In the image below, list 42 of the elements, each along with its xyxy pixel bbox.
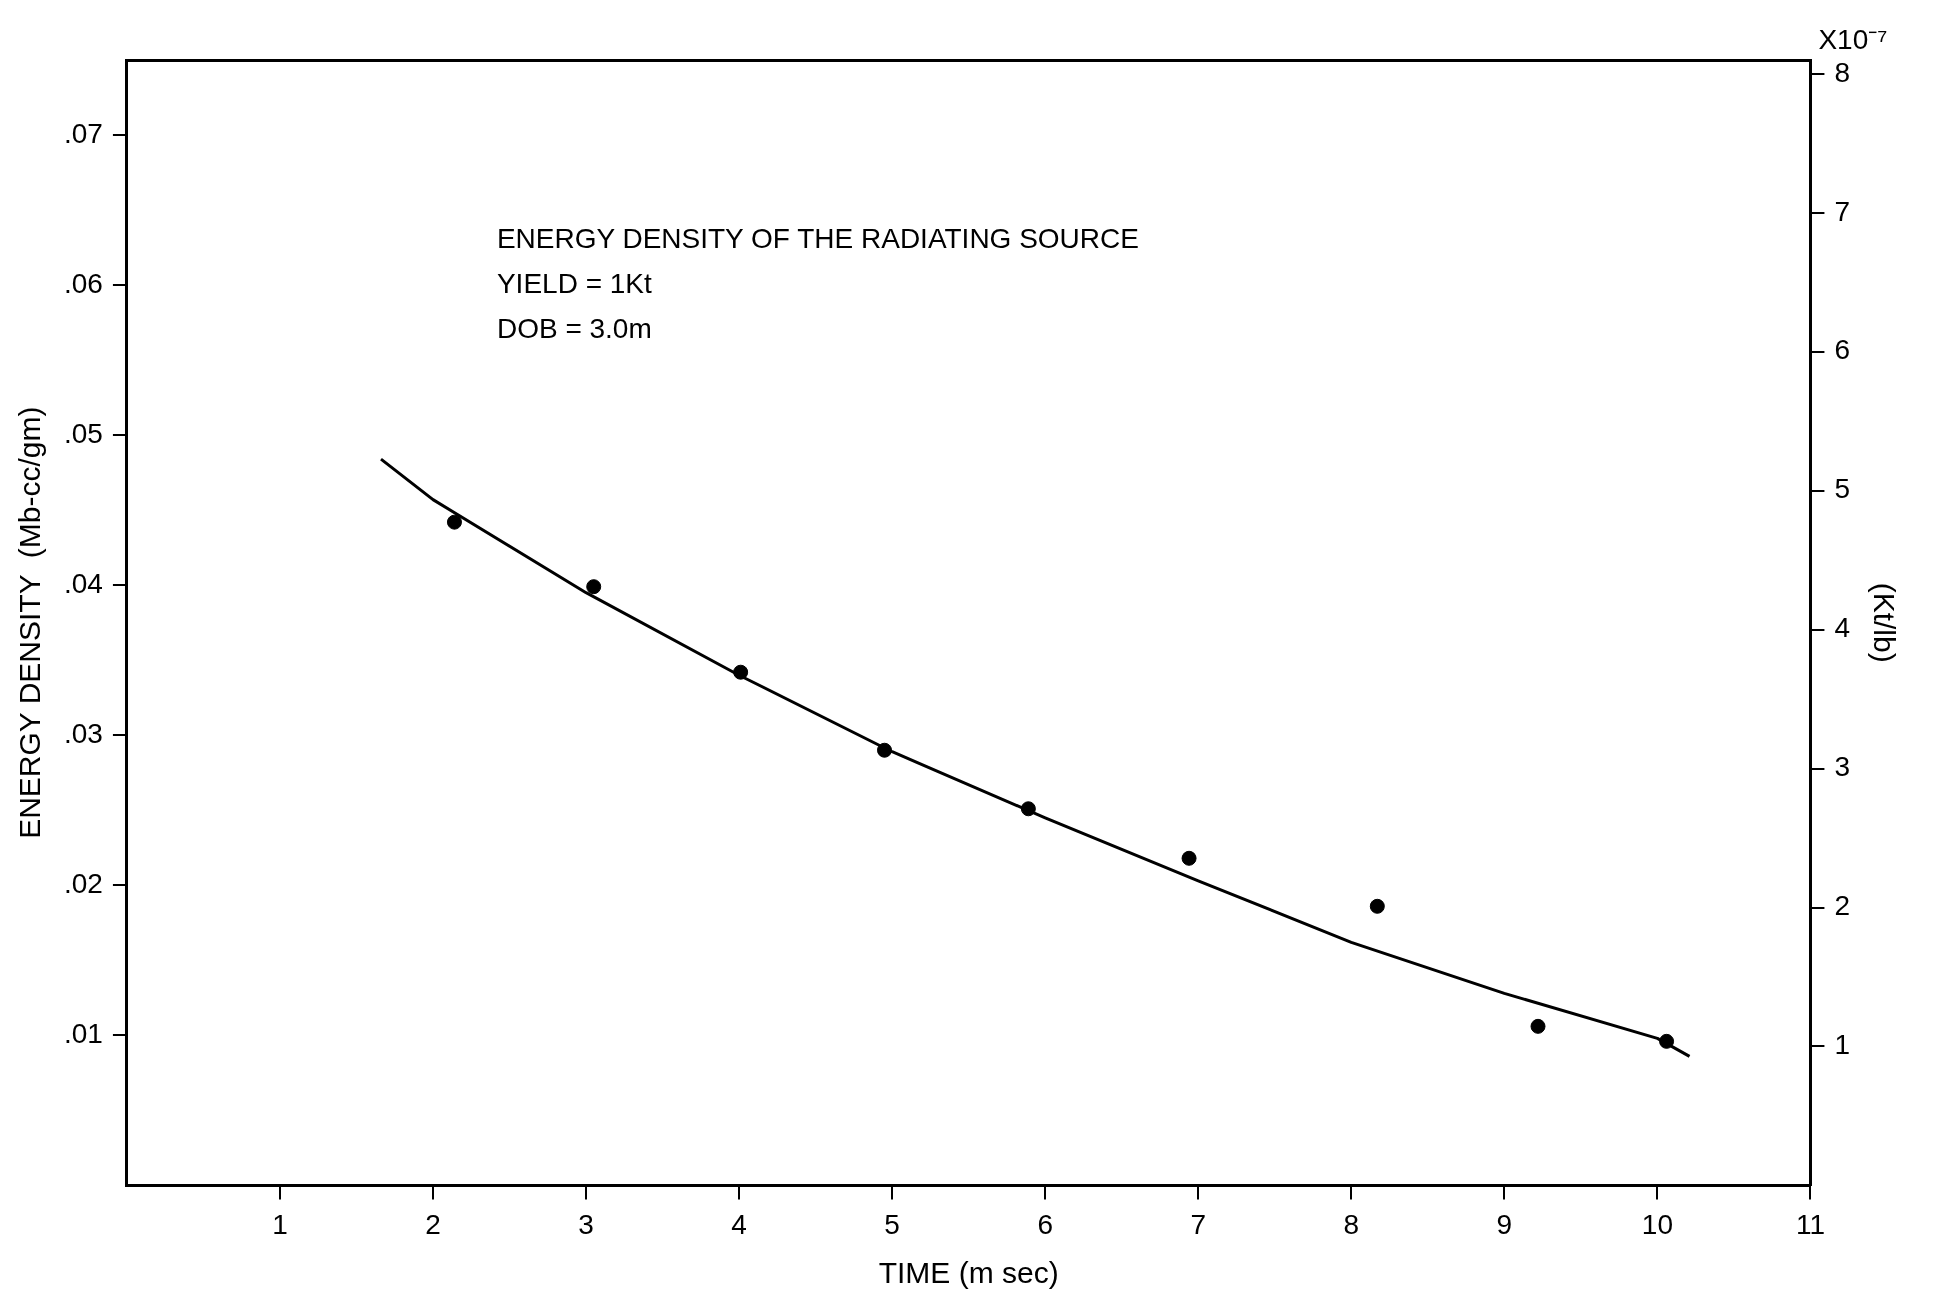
- x-tick-label: 3: [578, 1208, 594, 1240]
- annotation: DOB = 3.0m: [496, 313, 652, 344]
- y-tick-label: .06: [63, 267, 103, 299]
- y2-tick-label: 6: [1834, 334, 1851, 366]
- annotation: ENERGY DENSITY OF THE RADIATING SOURCE: [496, 223, 1139, 254]
- point: [1530, 1018, 1546, 1034]
- y2-tick-label: 7: [1834, 195, 1851, 227]
- y2-axis-title: (Kt/lb): [1867, 582, 1901, 663]
- y2-tick-label: 1: [1834, 1029, 1851, 1061]
- point: [1181, 850, 1197, 866]
- y-tick-label: .02: [63, 868, 103, 900]
- annotation: YIELD = 1Kt: [496, 268, 652, 299]
- y2-tick-label: 5: [1834, 473, 1851, 505]
- y-tick-label: .05: [63, 417, 103, 449]
- point: [446, 514, 462, 530]
- y-tick-label: .03: [63, 717, 103, 749]
- x-tick-label: 1: [272, 1208, 288, 1240]
- x-tick-label: 10: [1641, 1208, 1673, 1240]
- x-tick-label: 6: [1037, 1208, 1053, 1240]
- y2-tick-label: 4: [1834, 612, 1851, 644]
- x-tick-label: 2: [425, 1208, 441, 1240]
- point: [586, 579, 602, 595]
- x-tick-label: 8: [1343, 1208, 1360, 1240]
- y2-tick-label: 8: [1834, 56, 1851, 88]
- x-tick-label: 9: [1496, 1208, 1513, 1240]
- x-axis-title: TIME (m sec): [878, 1256, 1059, 1290]
- text: X10⁻⁷: [1818, 24, 1888, 55]
- point: [1020, 801, 1036, 817]
- point: [733, 664, 749, 680]
- point: [1369, 898, 1385, 914]
- x-tick-label: 11: [1795, 1208, 1825, 1240]
- x-tick-label: 4: [731, 1208, 747, 1240]
- y2-tick-label: 3: [1834, 751, 1851, 783]
- x-tick-label: 7: [1190, 1208, 1207, 1240]
- point: [1659, 1033, 1675, 1049]
- y2-tick-label: 2: [1834, 890, 1851, 922]
- x-tick-label: 5: [884, 1208, 900, 1240]
- y-tick-label: .04: [63, 567, 103, 599]
- y-tick-label: .01: [63, 1018, 103, 1050]
- point: [877, 742, 892, 758]
- y-axis-title: ENERGY DENSITY (Mb-cc/gm): [13, 406, 47, 839]
- y-tick-label: .07: [63, 117, 103, 149]
